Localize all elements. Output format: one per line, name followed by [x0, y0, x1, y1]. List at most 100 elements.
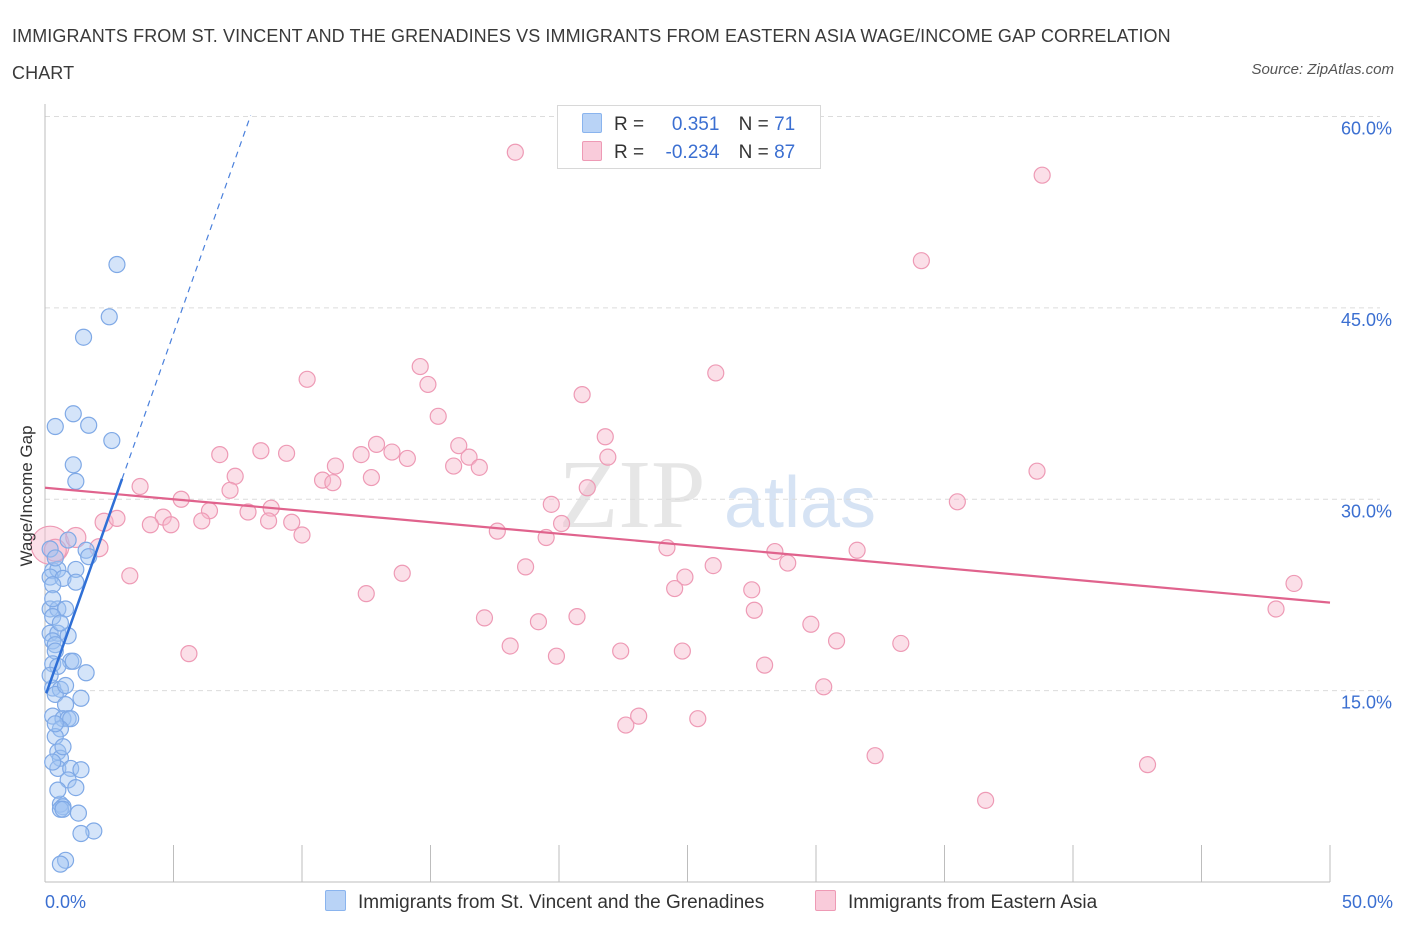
data-point: [617, 716, 635, 734]
trend-line-eastern-asia: [44, 486, 1331, 604]
data-point: [64, 456, 82, 474]
data-point: [46, 715, 64, 733]
data-point: [666, 579, 684, 598]
data-point: [51, 855, 70, 873]
data-point: [69, 804, 88, 822]
series-st-vincent-points: [41, 255, 126, 873]
data-point: [866, 747, 884, 765]
bottom-legend-swatch-pink: [815, 890, 836, 911]
data-point: [259, 512, 278, 530]
data-point: [46, 417, 64, 436]
data-point: [1267, 600, 1285, 618]
data-point: [445, 457, 463, 475]
data-point: [44, 576, 62, 594]
data-point: [283, 513, 301, 531]
series-eastern-asia-points: [30, 143, 1303, 809]
correlation-legend: R = 0.351 N = 71 R = -0.234 N = 87: [557, 105, 821, 169]
data-point: [450, 437, 468, 455]
data-point: [612, 642, 630, 660]
data-point: [49, 781, 67, 799]
trend-line-st-vincent-extension: [121, 115, 252, 480]
data-point: [568, 608, 586, 626]
bottom-legend-swatch-blue: [325, 890, 346, 911]
data-point: [180, 645, 198, 663]
legend-r-value: 0.351: [671, 114, 720, 135]
data-point: [252, 442, 270, 460]
data-point: [121, 567, 139, 585]
data-point: [398, 449, 416, 468]
legend-row-st-vincent: R = 0.351 N = 71: [582, 113, 795, 137]
data-point: [743, 581, 761, 599]
data-point: [779, 554, 797, 572]
gridlines: [45, 116, 1380, 692]
data-point: [689, 710, 707, 728]
data-point: [506, 143, 524, 161]
data-point: [470, 458, 488, 476]
data-point: [77, 664, 95, 682]
data-point: [46, 549, 64, 567]
data-point: [293, 526, 311, 544]
data-point: [131, 477, 149, 496]
data-point: [193, 512, 211, 530]
data-point: [72, 824, 90, 843]
y-tick-label: 60.0%: [1341, 119, 1392, 139]
data-point: [64, 405, 82, 423]
legend-swatch-pink: [582, 141, 602, 161]
data-point: [80, 416, 98, 434]
data-point: [54, 569, 72, 587]
data-point: [67, 573, 85, 591]
data-point: [547, 647, 566, 665]
data-point: [707, 364, 725, 382]
data-point: [362, 468, 380, 487]
data-point: [1138, 756, 1157, 774]
data-point: [977, 791, 995, 809]
data-point: [393, 564, 411, 582]
data-point: [54, 800, 72, 818]
data-point: [892, 634, 910, 653]
data-point: [501, 637, 519, 655]
data-point: [100, 308, 118, 326]
data-point: [67, 560, 85, 579]
data-point: [912, 252, 930, 270]
x-tick-label: 50.0%: [1342, 892, 1393, 912]
data-point: [64, 652, 82, 670]
data-point: [313, 471, 332, 489]
data-point: [383, 443, 401, 461]
y-tick-label: 45.0%: [1341, 310, 1392, 330]
data-point: [552, 514, 571, 533]
legend-n-label: N =: [738, 114, 769, 135]
watermark-atlas: atlas: [724, 463, 876, 543]
data-point: [103, 431, 121, 450]
y-tick-label: 30.0%: [1341, 501, 1392, 521]
trend-lines: [44, 115, 1331, 694]
data-point: [62, 710, 80, 728]
data-point: [815, 678, 833, 696]
data-point: [1028, 462, 1046, 480]
legend-row-eastern-asia: R = -0.234 N = 87: [582, 141, 795, 165]
data-point: [419, 375, 437, 394]
data-point: [704, 556, 722, 575]
data-point: [573, 386, 591, 404]
bottom-legend-eastern-asia: Immigrants from Eastern Asia: [815, 890, 1097, 914]
data-point: [599, 448, 617, 466]
data-point: [429, 407, 447, 425]
chart-title: IMMIGRANTS FROM ST. VINCENT AND THE GREN…: [12, 26, 1171, 83]
data-point: [211, 445, 229, 464]
data-point: [74, 328, 93, 346]
data-point: [1285, 574, 1303, 593]
data-point: [56, 676, 75, 695]
bottom-legend-label: Immigrants from St. Vincent and the Gren…: [358, 892, 765, 913]
data-point: [67, 472, 85, 490]
legend-n-label: N =: [738, 142, 769, 163]
data-point: [72, 689, 90, 707]
bottom-legend-st-vincent: Immigrants from St. Vincent and the Gren…: [325, 890, 764, 914]
data-point: [44, 753, 62, 771]
data-point: [162, 516, 180, 534]
legend-swatch-blue: [582, 113, 602, 133]
data-point: [277, 444, 296, 462]
data-point: [475, 609, 494, 627]
legend-r-label: R =: [614, 114, 645, 135]
data-point: [59, 531, 77, 549]
legend-n-value: 87: [774, 142, 796, 163]
